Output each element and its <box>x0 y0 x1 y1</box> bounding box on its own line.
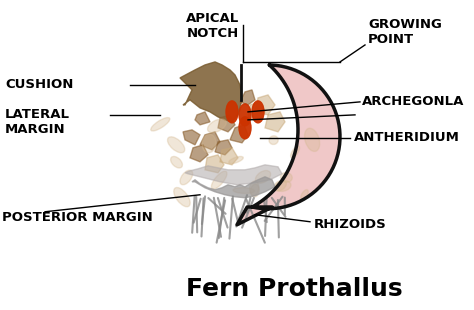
Polygon shape <box>265 112 285 132</box>
Ellipse shape <box>251 184 259 197</box>
Ellipse shape <box>233 188 255 193</box>
Polygon shape <box>192 177 275 198</box>
Ellipse shape <box>281 173 292 182</box>
Polygon shape <box>215 140 232 155</box>
Polygon shape <box>240 90 255 105</box>
Ellipse shape <box>239 117 251 139</box>
Ellipse shape <box>275 181 286 191</box>
Polygon shape <box>218 115 235 132</box>
Ellipse shape <box>252 101 264 123</box>
Ellipse shape <box>239 104 251 126</box>
Text: ARCHEGONLA: ARCHEGONLA <box>362 95 465 108</box>
Text: APICAL
NOTCH: APICAL NOTCH <box>186 12 240 40</box>
Polygon shape <box>183 130 200 145</box>
Ellipse shape <box>180 170 193 185</box>
Polygon shape <box>190 145 208 162</box>
Text: LATERAL
MARGIN: LATERAL MARGIN <box>5 108 70 136</box>
Ellipse shape <box>229 157 243 164</box>
Text: Fern Prothallus: Fern Prothallus <box>185 277 402 301</box>
Ellipse shape <box>167 137 185 153</box>
Ellipse shape <box>274 180 291 191</box>
Ellipse shape <box>211 171 227 189</box>
Ellipse shape <box>174 188 190 207</box>
Text: CUSHION: CUSHION <box>5 78 73 91</box>
Ellipse shape <box>151 117 170 131</box>
Polygon shape <box>195 112 210 125</box>
Polygon shape <box>220 148 238 165</box>
Polygon shape <box>237 65 340 225</box>
Polygon shape <box>230 125 248 143</box>
Ellipse shape <box>171 157 182 168</box>
Ellipse shape <box>226 101 238 123</box>
Ellipse shape <box>208 119 226 133</box>
Polygon shape <box>180 62 242 122</box>
Polygon shape <box>200 132 220 150</box>
Text: ANTHERIDIUM: ANTHERIDIUM <box>354 131 460 144</box>
Ellipse shape <box>202 134 216 153</box>
Polygon shape <box>185 165 282 185</box>
Polygon shape <box>248 102 265 122</box>
Polygon shape <box>205 155 224 173</box>
Text: GROWING
POINT: GROWING POINT <box>368 18 442 46</box>
Ellipse shape <box>269 136 278 144</box>
Polygon shape <box>255 95 275 115</box>
Ellipse shape <box>291 146 300 158</box>
Text: POSTERIOR MARGIN: POSTERIOR MARGIN <box>2 211 153 224</box>
Ellipse shape <box>250 181 259 195</box>
Ellipse shape <box>305 128 319 152</box>
Ellipse shape <box>301 190 308 200</box>
Ellipse shape <box>255 170 271 183</box>
Text: RHIZOIDS: RHIZOIDS <box>314 218 387 231</box>
